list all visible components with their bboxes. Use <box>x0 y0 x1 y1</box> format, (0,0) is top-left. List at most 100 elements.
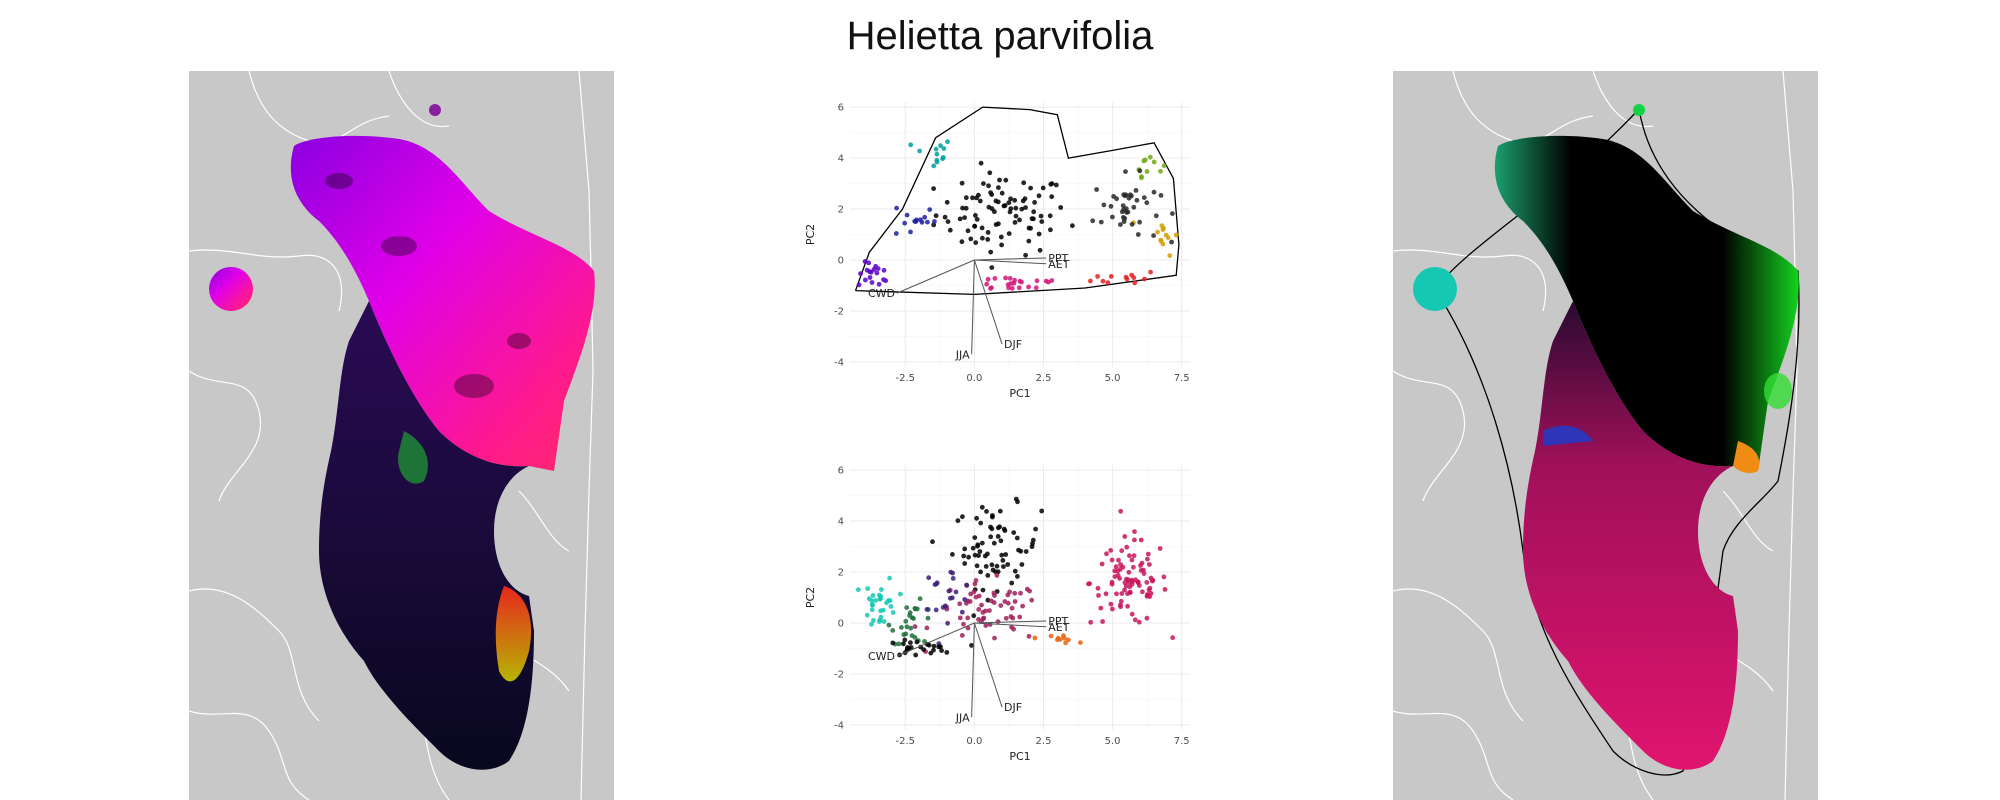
data-point <box>867 269 872 274</box>
data-point <box>1131 275 1137 281</box>
data-point <box>1038 213 1044 219</box>
data-point <box>862 259 868 264</box>
isolated-population <box>209 267 253 311</box>
data-point <box>1036 231 1042 237</box>
data-point <box>978 520 984 526</box>
data-point <box>1170 211 1175 216</box>
data-point <box>890 628 896 633</box>
data-point <box>995 569 1001 575</box>
data-point <box>1028 185 1033 191</box>
data-point <box>950 570 955 576</box>
data-point <box>974 217 980 222</box>
data-point <box>1011 626 1016 632</box>
data-point <box>886 622 892 628</box>
data-point <box>1048 633 1054 639</box>
right-range-map <box>1393 71 1818 800</box>
data-point <box>990 514 995 520</box>
data-point <box>945 620 950 626</box>
x-tick-label: 0.0 <box>966 736 982 747</box>
data-point <box>883 278 889 284</box>
data-point <box>1034 278 1040 284</box>
data-point <box>904 605 910 610</box>
data-point <box>932 582 938 587</box>
data-point <box>1133 577 1138 583</box>
data-point <box>1039 219 1045 224</box>
data-point <box>976 607 982 612</box>
x-tick-label: 2.5 <box>1036 736 1052 747</box>
data-point <box>1124 544 1130 550</box>
data-point <box>1170 635 1176 641</box>
data-point <box>1161 574 1167 580</box>
data-point <box>1136 583 1142 588</box>
data-point <box>1144 580 1150 585</box>
data-point <box>1021 180 1027 186</box>
orange-range-patch <box>1733 441 1760 474</box>
data-point <box>1006 200 1012 206</box>
data-point <box>876 281 882 287</box>
loading-label: CWD <box>868 650 895 663</box>
data-point <box>1148 575 1154 581</box>
loading-arrow <box>974 620 1047 624</box>
data-point <box>1140 589 1145 595</box>
data-point <box>1088 278 1093 284</box>
loading-arrow <box>973 259 1003 345</box>
data-point <box>1012 197 1018 203</box>
data-point <box>908 142 914 148</box>
data-point <box>1129 611 1135 617</box>
data-point <box>1127 589 1133 595</box>
data-point <box>950 552 955 557</box>
data-point <box>1066 637 1071 643</box>
data-point <box>995 199 1001 205</box>
data-point <box>1137 168 1143 174</box>
data-point <box>957 615 963 621</box>
data-point <box>1155 229 1160 235</box>
data-point <box>870 602 876 608</box>
data-point <box>965 228 971 234</box>
data-point <box>994 563 1000 569</box>
data-point <box>1118 508 1124 514</box>
data-point <box>979 602 984 608</box>
data-point <box>1122 587 1127 593</box>
data-point <box>858 271 863 276</box>
green-range-patch <box>398 431 428 484</box>
data-point <box>1110 606 1115 612</box>
data-point <box>944 199 950 205</box>
data-point <box>942 603 948 609</box>
data-point <box>1058 205 1064 210</box>
data-point <box>903 618 909 624</box>
data-point <box>1061 633 1066 638</box>
data-point <box>1163 232 1169 238</box>
data-point <box>1124 576 1129 582</box>
data-point <box>961 621 966 627</box>
data-point <box>965 625 971 631</box>
blue-range-patch <box>1543 425 1593 446</box>
data-point <box>1131 553 1137 559</box>
data-point <box>999 242 1004 248</box>
data-point <box>898 591 903 597</box>
data-point <box>1023 205 1028 210</box>
y-tick-label: -4 <box>834 720 844 731</box>
data-point <box>1015 574 1020 579</box>
data-point <box>1047 213 1053 219</box>
green-coast-patch <box>1764 373 1792 409</box>
data-point <box>957 601 963 607</box>
data-point <box>1029 597 1035 603</box>
data-point <box>1033 285 1039 291</box>
data-point <box>968 591 974 597</box>
loading-label: PPT <box>1048 615 1068 628</box>
y-tick-label: 2 <box>838 568 844 579</box>
data-point <box>1098 605 1104 611</box>
data-point <box>887 598 893 603</box>
data-point <box>997 524 1002 530</box>
data-point <box>1108 548 1114 553</box>
data-point <box>1139 560 1145 566</box>
y-tick-label: 0 <box>838 255 844 266</box>
data-point <box>917 148 922 154</box>
data-point <box>997 508 1003 514</box>
data-point <box>931 186 936 191</box>
data-point <box>1098 219 1104 225</box>
data-point <box>1105 280 1111 286</box>
data-point <box>1003 552 1009 557</box>
data-point <box>864 612 870 618</box>
